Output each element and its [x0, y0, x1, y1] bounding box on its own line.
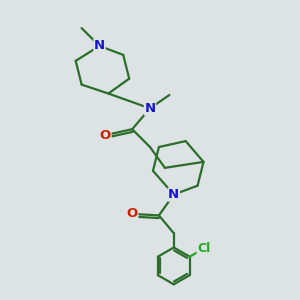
Text: N: N — [94, 40, 105, 52]
Text: Cl: Cl — [197, 242, 211, 255]
Text: N: N — [144, 102, 156, 115]
Text: O: O — [127, 207, 138, 220]
Text: O: O — [100, 129, 111, 142]
Text: N: N — [168, 188, 179, 201]
